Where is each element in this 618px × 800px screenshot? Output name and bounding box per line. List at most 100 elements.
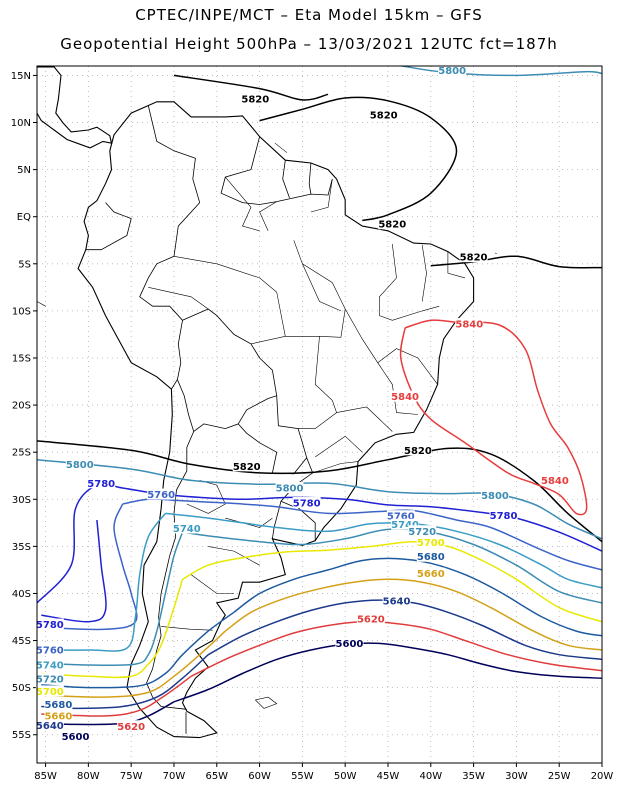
contour-label-5740: 5740 <box>36 661 64 672</box>
lon-tick-label: 75W <box>120 771 143 782</box>
state-border <box>312 461 359 474</box>
contour-label-backing <box>455 318 484 330</box>
lat-tick-label: 35S <box>12 542 31 553</box>
contour-label-5700: 5700 <box>417 538 445 549</box>
contour-label-5840: 5840 <box>541 476 569 487</box>
contour-label-5800: 5800 <box>438 66 466 77</box>
lon-tick-label: 45W <box>377 771 400 782</box>
lat-tick-label: 30S <box>12 495 31 506</box>
contour-label-backing <box>35 685 64 697</box>
contour-5660 <box>41 630 226 698</box>
country-border <box>146 431 195 710</box>
state-border <box>173 256 286 337</box>
contour-label-5820: 5820 <box>404 446 432 457</box>
land-feature <box>36 301 46 307</box>
land-feature <box>274 142 288 153</box>
land-feature <box>208 546 260 566</box>
contour-5800 <box>397 66 602 77</box>
contour-label-5720: 5720 <box>36 675 64 686</box>
contour-label-backing <box>391 390 420 402</box>
map-gridlines <box>37 66 603 763</box>
map-title-line2: Geopotential Height 500hPa – 13/03/2021 … <box>60 35 558 53</box>
contour-label-5780: 5780 <box>490 511 518 522</box>
contour-label-backing <box>356 612 385 624</box>
contour-label-backing <box>61 730 90 742</box>
lat-tick-label: 15S <box>12 353 31 364</box>
contour-label-5620: 5620 <box>357 614 385 625</box>
contour-label-backing <box>416 536 445 548</box>
country-border <box>85 202 132 251</box>
contour-label-backing <box>232 460 261 472</box>
contour-5760 <box>122 498 602 571</box>
contour-label-backing <box>378 218 407 230</box>
contour-label-backing <box>382 594 411 606</box>
contour-5840 <box>399 319 588 516</box>
contour-5680 <box>41 611 235 689</box>
contour-label-5760: 5760 <box>36 645 64 656</box>
lon-tick-label: 20W <box>591 771 614 782</box>
country-border <box>220 136 333 205</box>
country-border <box>280 457 316 541</box>
lat-tick-label: 5N <box>17 165 31 176</box>
contour-label-backing <box>35 643 64 655</box>
coastlines-and-borders <box>36 66 497 739</box>
state-border <box>379 243 440 321</box>
contour-label-backing <box>480 489 509 501</box>
contour-label-backing <box>540 474 569 486</box>
state-border <box>250 263 346 345</box>
contour-label-5820: 5820 <box>241 94 269 105</box>
state-border <box>148 287 209 310</box>
lat-tick-label: 5S <box>18 259 31 270</box>
contour-label-5780: 5780 <box>36 620 64 631</box>
lon-tick-label: 50W <box>334 771 357 782</box>
contour-label-backing <box>335 637 364 649</box>
contour-label-backing <box>386 510 415 522</box>
lon-tick-label: 40W <box>419 771 442 782</box>
land-feature <box>190 574 234 594</box>
contour-label-5700: 5700 <box>36 687 64 698</box>
contour-label-5600: 5600 <box>62 732 90 743</box>
axis-labels: 15N 10N 5N EQ 5S 10S 15S 20S 25S 30S 35S 40S 45S 50S 5… <box>11 71 614 782</box>
land-feature <box>161 626 213 631</box>
contour-label-5840: 5840 <box>455 320 483 331</box>
contour-label-5820: 5820 <box>233 462 261 473</box>
contour-5720 <box>182 528 602 604</box>
contour-label-backing <box>403 444 432 456</box>
contour-label-backing <box>87 477 116 489</box>
contour-label-5660: 5660 <box>44 711 72 722</box>
contour-5780 <box>41 519 107 623</box>
contour-5820 <box>37 440 602 543</box>
contour-label-5600: 5600 <box>336 639 364 650</box>
contour-5820 <box>173 74 329 101</box>
contour-label-5800: 5800 <box>66 460 94 471</box>
state-border <box>336 406 393 432</box>
contour-label-5820: 5820 <box>378 220 406 231</box>
lat-tick-label: 25S <box>12 448 31 459</box>
state-border <box>344 308 418 415</box>
contour-label-backing <box>292 497 321 509</box>
contour-label-backing <box>416 567 445 579</box>
contour-label-backing <box>369 108 398 120</box>
lat-tick-label: 20S <box>12 401 31 412</box>
contour-label-backing <box>459 251 488 263</box>
state-border <box>310 178 333 213</box>
contour-label-backing <box>147 488 176 500</box>
contour-label-5760: 5760 <box>147 490 175 501</box>
contour-label-backing <box>35 618 64 630</box>
state-border <box>293 240 342 312</box>
state-border <box>377 348 438 385</box>
contour-label-backing <box>44 709 73 721</box>
state-border <box>447 251 466 279</box>
contour-5700 <box>41 579 184 679</box>
contour-label-5640: 5640 <box>36 721 64 732</box>
contour-5640 <box>207 599 602 661</box>
contour-label-5800: 5800 <box>481 491 509 502</box>
contour-label-backing <box>408 525 437 537</box>
contour-label-5760: 5760 <box>387 512 415 523</box>
contour-5600 <box>173 642 602 703</box>
contour-label-backing <box>35 673 64 685</box>
contour-label-5640: 5640 <box>383 596 411 607</box>
country-border <box>147 105 201 257</box>
axis-ticks <box>33 74 603 767</box>
contour-5620 <box>190 620 602 677</box>
